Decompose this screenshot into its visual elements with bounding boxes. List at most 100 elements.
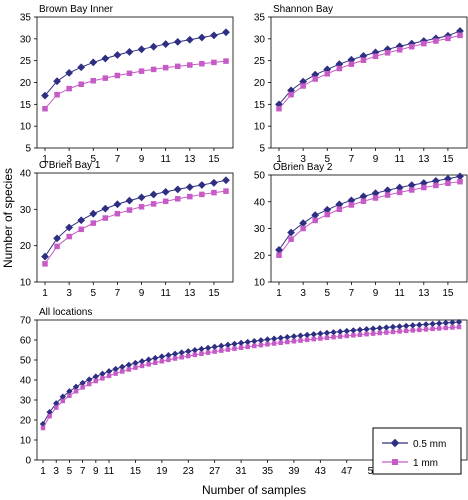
data-point-1mm bbox=[138, 204, 145, 210]
data-point-1mm bbox=[265, 342, 270, 347]
data-point-05mm bbox=[197, 33, 206, 42]
data-point-1mm bbox=[417, 327, 422, 333]
plot-frame bbox=[36, 172, 234, 283]
data-point-05mm bbox=[161, 188, 170, 196]
data-point-1mm bbox=[186, 353, 191, 359]
data-point-05mm bbox=[77, 63, 86, 72]
data-point-05mm bbox=[41, 252, 49, 261]
data-point-1mm bbox=[162, 64, 169, 71]
data-point-05mm bbox=[222, 28, 230, 37]
data-point-1mm bbox=[344, 333, 349, 339]
data-point-1mm bbox=[436, 326, 442, 331]
y-tick-label: 30 bbox=[20, 396, 32, 407]
data-point-05mm bbox=[145, 356, 152, 363]
x-tick-label: 1 bbox=[276, 154, 282, 165]
data-point-1mm bbox=[445, 180, 451, 187]
x-tick-label: 9 bbox=[373, 288, 379, 299]
x-tick-label: 39 bbox=[288, 466, 300, 477]
data-point-05mm bbox=[89, 58, 98, 67]
data-point-05mm bbox=[173, 38, 182, 46]
data-point-1mm bbox=[410, 328, 416, 333]
data-point-1mm bbox=[421, 184, 427, 191]
data-point-05mm bbox=[53, 234, 61, 243]
x-tick-label: 1 bbox=[42, 154, 48, 165]
data-point-05mm bbox=[125, 196, 134, 205]
data-point-1mm bbox=[324, 71, 331, 77]
data-point-05mm bbox=[65, 223, 74, 232]
y-tick-label: 20 bbox=[254, 251, 266, 262]
data-point-05mm bbox=[204, 344, 212, 352]
data-point-05mm bbox=[119, 363, 126, 371]
x-tick-label: 1 bbox=[276, 288, 282, 299]
data-point-05mm bbox=[350, 327, 357, 334]
data-point-05mm bbox=[317, 330, 324, 337]
data-point-1mm bbox=[73, 388, 79, 394]
data-point-1mm bbox=[450, 325, 455, 330]
data-point-05mm bbox=[310, 331, 317, 338]
data-point-05mm bbox=[101, 204, 110, 213]
data-point-1mm bbox=[199, 191, 205, 198]
x-tick-label: 5 bbox=[90, 154, 96, 165]
y-tick-label: 20 bbox=[20, 416, 32, 427]
x-tick-label: 11 bbox=[160, 154, 171, 165]
data-point-1mm bbox=[232, 346, 237, 351]
data-point-1mm bbox=[146, 362, 151, 367]
data-point-1mm bbox=[90, 78, 97, 84]
data-point-1mm bbox=[276, 252, 282, 258]
data-point-1mm bbox=[433, 38, 439, 44]
data-point-1mm bbox=[351, 333, 356, 338]
x-tick-label: 13 bbox=[184, 154, 196, 165]
x-tick-label: 3 bbox=[66, 288, 72, 299]
data-point-1mm bbox=[172, 356, 178, 361]
x-tick-label: 7 bbox=[80, 466, 86, 477]
data-point-1mm bbox=[298, 338, 303, 343]
series-line-05mm bbox=[278, 30, 461, 105]
chart-title: OBrien Bay 2 bbox=[273, 162, 333, 173]
data-point-05mm bbox=[402, 322, 410, 330]
data-point-1mm bbox=[396, 47, 403, 53]
data-point-1mm bbox=[348, 61, 355, 67]
data-point-05mm bbox=[112, 365, 119, 373]
data-point-1mm bbox=[67, 393, 72, 398]
data-point-05mm bbox=[113, 200, 122, 209]
data-point-05mm bbox=[396, 323, 403, 330]
data-point-05mm bbox=[436, 320, 443, 327]
data-point-05mm bbox=[389, 323, 397, 331]
data-point-1mm bbox=[348, 202, 355, 208]
data-point-1mm bbox=[291, 339, 297, 344]
x-axis-label: Number of samples bbox=[202, 483, 306, 497]
y-tick-label: 15 bbox=[20, 100, 32, 111]
x-tick-label: 35 bbox=[262, 466, 274, 477]
data-point-05mm bbox=[287, 228, 295, 237]
y-tick-label: 5 bbox=[25, 144, 31, 155]
data-point-05mm bbox=[41, 91, 49, 100]
data-point-1mm bbox=[276, 105, 282, 112]
x-tick-label: 11 bbox=[104, 466, 115, 477]
data-point-1mm bbox=[421, 40, 427, 47]
data-point-1mm bbox=[360, 198, 367, 204]
data-point-1mm bbox=[396, 189, 403, 196]
data-point-1mm bbox=[106, 373, 112, 379]
data-point-05mm bbox=[113, 51, 122, 59]
series-line-05mm bbox=[44, 31, 227, 96]
data-point-1mm bbox=[430, 326, 435, 332]
data-point-05mm bbox=[72, 383, 80, 391]
data-point-05mm bbox=[224, 341, 232, 349]
data-point-05mm bbox=[138, 358, 146, 365]
y-tick-label: 5 bbox=[259, 144, 265, 155]
data-point-1mm bbox=[150, 201, 157, 207]
y-tick-label: 30 bbox=[20, 34, 32, 45]
data-point-1mm bbox=[54, 243, 60, 250]
data-point-1mm bbox=[258, 342, 264, 348]
data-point-05mm bbox=[185, 35, 194, 44]
data-point-1mm bbox=[443, 325, 449, 331]
data-point-05mm bbox=[237, 339, 245, 347]
data-point-1mm bbox=[80, 385, 85, 390]
data-point-1mm bbox=[408, 187, 415, 193]
data-point-1mm bbox=[312, 217, 318, 224]
series-line-05mm bbox=[44, 179, 227, 257]
data-point-1mm bbox=[408, 43, 415, 50]
data-point-1mm bbox=[288, 91, 294, 98]
x-tick-label: 11 bbox=[394, 288, 405, 299]
